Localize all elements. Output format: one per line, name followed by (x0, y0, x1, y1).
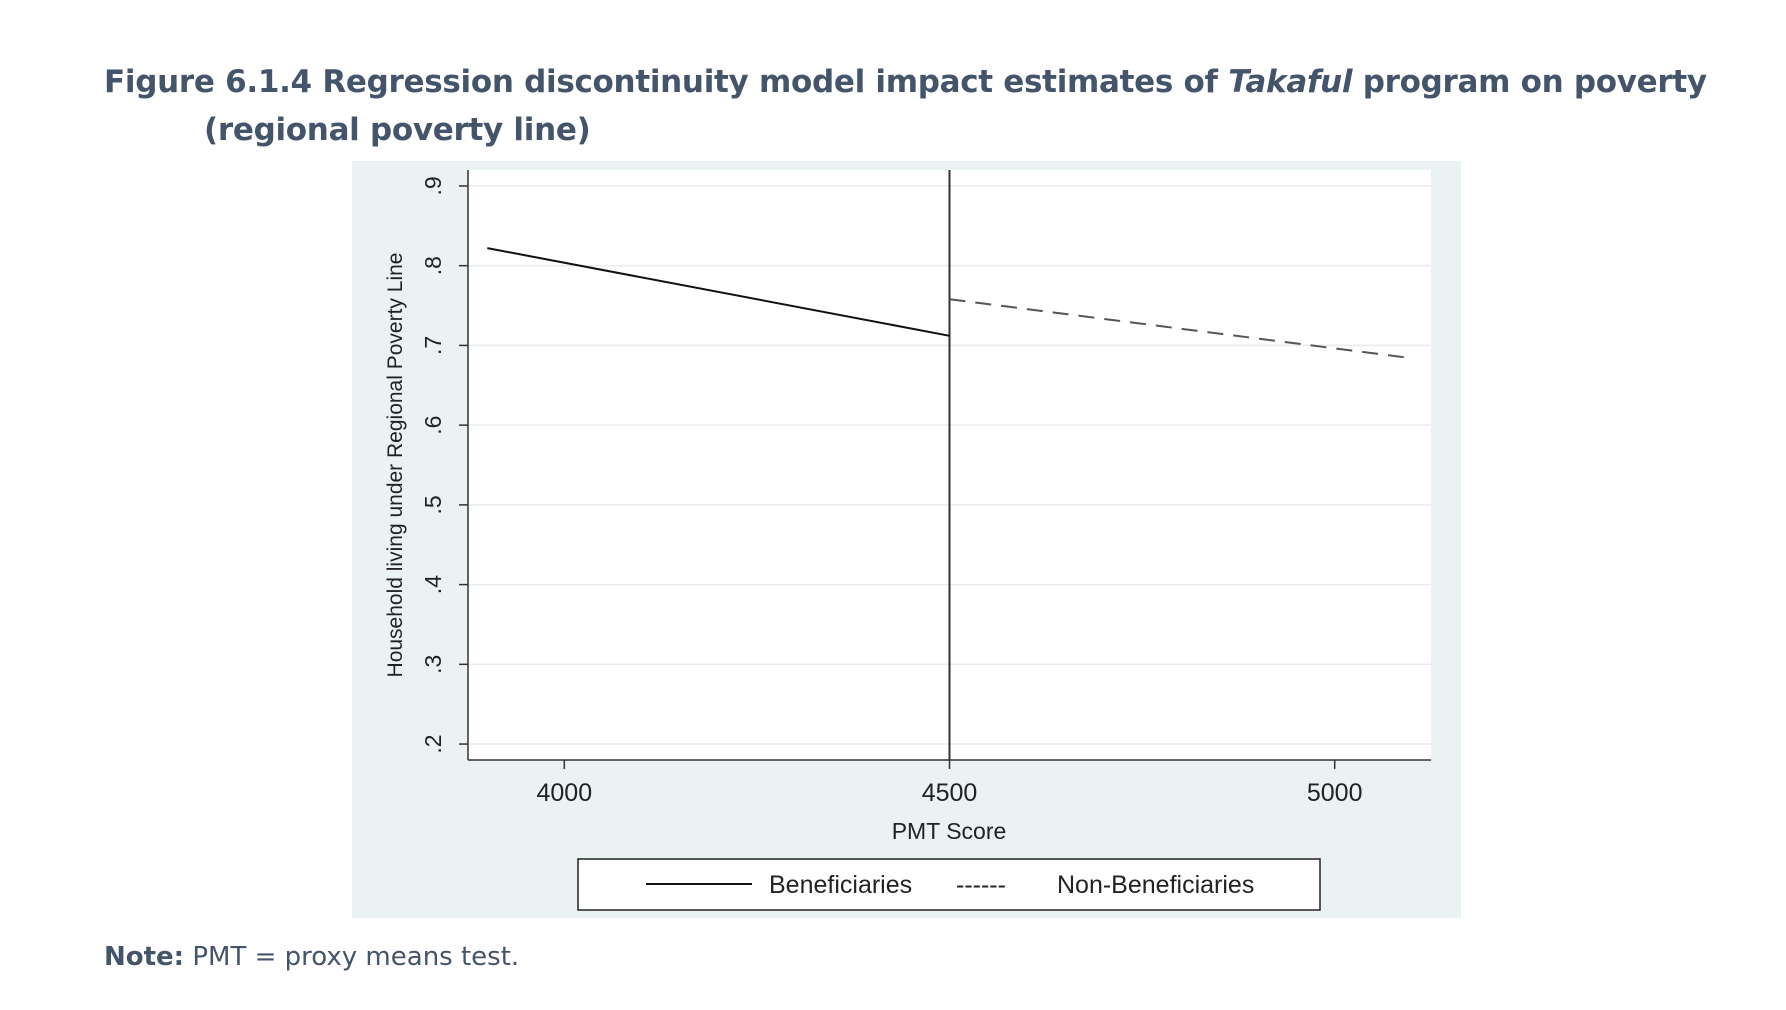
y-tick-label: .3 (420, 655, 446, 674)
x-tick-label: 5000 (1307, 779, 1363, 807)
y-axis-label: Household living under Regional Poverty … (384, 253, 407, 678)
figure-title-prefix: Figure 6.1.4 Regression discontinuity mo… (104, 64, 1229, 100)
note-label: Note: (104, 942, 185, 972)
figure-title-suffix: program on poverty (1352, 64, 1707, 100)
x-tick-label: 4000 (536, 779, 592, 807)
tick-labels: .2 .3 .4 .5 .6 .7 .8 .9 4000 4500 5000 (420, 176, 1363, 807)
series-line-beneficiaries (487, 247, 950, 337)
y-tick-label: .5 (420, 495, 446, 514)
y-tick-label: .2 (420, 734, 446, 753)
note-text: PMT = proxy means test. (184, 942, 520, 972)
y-tick-label: .9 (420, 176, 446, 195)
legend-swatch-non-beneficiaries: ------ (956, 871, 1006, 899)
series-layer (487, 170, 1412, 760)
figure-title-line2: (regional poverty line) (204, 112, 591, 148)
figure-title-italic: Takaful (1228, 64, 1353, 100)
legend-label-non-beneficiaries: Non-Beneficiaries (1057, 871, 1254, 899)
figure-title: Figure 6.1.4 Regression discontinuity mo… (104, 58, 1724, 154)
y-tick-label: .4 (420, 575, 446, 594)
figure-note: Note: PMT = proxy means test. (104, 942, 519, 972)
legend: Beneficiaries ------ Non-Beneficiaries (577, 858, 1321, 911)
y-tick-label: .7 (420, 336, 446, 355)
legend-label-beneficiaries: Beneficiaries (769, 871, 912, 899)
y-tick-label: .6 (420, 416, 446, 435)
y-tick-label: .8 (420, 256, 446, 275)
x-axis-label: PMT Score (892, 818, 1007, 844)
x-tick-label: 4500 (922, 779, 978, 807)
